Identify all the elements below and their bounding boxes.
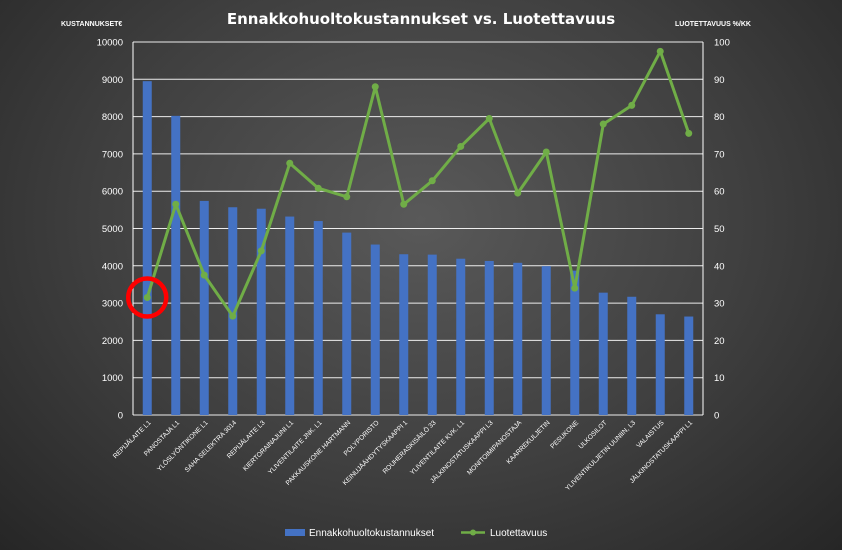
right-tick-label: 90 [714, 75, 725, 86]
left-tick-label: 8000 [102, 112, 123, 123]
category-label: YLIVENTILAITE JNK. L1 [267, 419, 324, 476]
left-tick-label: 3000 [102, 299, 123, 310]
category-label: VALAISTUS [635, 419, 666, 450]
line-point [371, 83, 379, 91]
line-point [628, 101, 636, 109]
category-label: YLIVENTILAITE KVK. L1 [409, 419, 466, 476]
line-path [145, 49, 691, 318]
left-tick-label: 6000 [102, 187, 123, 198]
bar [342, 232, 352, 415]
left-axis-title: KUSTANNUKSET€ [61, 21, 122, 28]
line-series [143, 47, 693, 320]
bar [228, 207, 238, 415]
line-point [428, 177, 436, 185]
bar [427, 254, 437, 415]
line-point [143, 294, 151, 302]
left-tick-label: 10000 [97, 38, 123, 49]
line-point [257, 247, 265, 255]
right-axis-title: LUOTETTAVUUS %/KK [675, 21, 751, 28]
line-point [542, 148, 550, 156]
legend-bar-swatch [285, 529, 305, 536]
left-tick-label: 9000 [102, 75, 123, 86]
bar [484, 260, 494, 415]
bar-series [142, 81, 694, 415]
bar [598, 292, 608, 415]
line-point [514, 189, 522, 197]
left-tick-label: 1000 [102, 373, 123, 384]
category-label: ULKOSILOT [578, 419, 609, 450]
line-point [457, 142, 465, 150]
bar [627, 296, 637, 415]
right-tick-label: 10 [714, 373, 725, 384]
bar [513, 262, 523, 415]
category-label: MONITOIMIPANOSTAJA [466, 419, 523, 476]
bar [456, 258, 466, 415]
line-point [343, 193, 351, 201]
left-tick-label: 2000 [102, 336, 123, 347]
line-point [200, 271, 208, 279]
category-label: ROUHERASKISÄILÖ 33 [381, 419, 438, 476]
bar [399, 254, 409, 415]
line-point [229, 312, 237, 320]
legend-line-label: Luotettavuus [490, 528, 547, 539]
bar [171, 115, 181, 415]
line-point [571, 284, 579, 292]
category-label: YLÖSLYÖNTIKONE L1 [155, 419, 210, 474]
right-tick-label: 70 [714, 149, 725, 160]
line-point [400, 200, 408, 208]
category-label: SAHA SELEKTRA 3014 [184, 419, 239, 474]
right-tick-label: 20 [714, 336, 725, 347]
left-tick-label: 5000 [102, 224, 123, 235]
bar [370, 244, 380, 415]
left-tick-label: 4000 [102, 261, 123, 272]
gridlines [132, 41, 704, 416]
right-tick-label: 80 [714, 112, 725, 123]
bar [199, 200, 209, 415]
bar [256, 208, 266, 415]
line-point [656, 47, 664, 55]
line-point [685, 129, 693, 137]
bar [541, 266, 551, 415]
axis-ticks: 0100020003000400050006000700080009000100… [97, 38, 730, 422]
right-tick-label: 30 [714, 299, 725, 310]
bar [285, 216, 295, 415]
bar [313, 221, 323, 415]
line-point [314, 184, 322, 192]
bar [684, 316, 694, 415]
bar [570, 270, 580, 415]
line-point [286, 159, 294, 167]
annotation [126, 276, 169, 319]
right-tick-label: 40 [714, 261, 725, 272]
line-point [599, 120, 607, 128]
bar [655, 314, 665, 415]
bar [142, 81, 152, 415]
right-tick-label: 100 [714, 38, 730, 49]
left-tick-label: 7000 [102, 149, 123, 160]
highlight-circle [126, 276, 169, 319]
legend-line-marker [470, 529, 476, 536]
right-tick-label: 0 [714, 411, 719, 422]
category-label: PESUKONE [549, 419, 580, 450]
right-tick-label: 60 [714, 187, 725, 198]
line-point [485, 114, 493, 122]
right-tick-label: 50 [714, 224, 725, 235]
chart-title: Ennakkohuoltokustannukset vs. Luotettavu… [227, 10, 615, 28]
legend-bar-label: Ennakkohuoltokustannukset [309, 528, 434, 539]
left-tick-label: 0 [118, 411, 123, 422]
legend: Ennakkohuoltokustannukset Luotettavuus [285, 528, 547, 539]
line-point [172, 200, 180, 208]
category-label: KIERTORAINAJUNI L1 [242, 419, 295, 472]
